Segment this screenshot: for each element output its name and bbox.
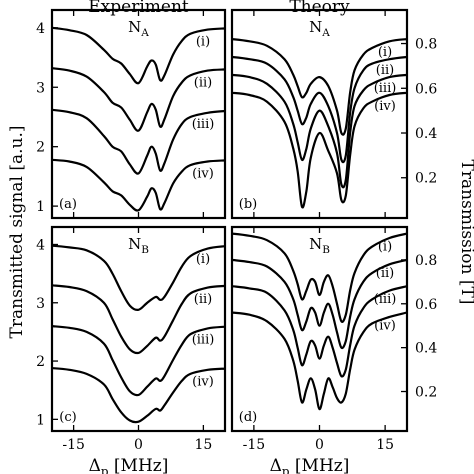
panel-b-ytick-label: 0.6 [415, 81, 437, 97]
panel-d-series-1-line [231, 232, 408, 323]
panel-a-series-2-line [51, 67, 226, 132]
ylabel-right: Transmission [T] [457, 160, 474, 305]
panel-d-xtick-label: -15 [243, 437, 266, 453]
panel-c-series-4-label: (iv) [192, 375, 214, 390]
panel-a-series-4-label: (iv) [192, 166, 214, 181]
panel-a-series-3-label: (iii) [192, 117, 215, 132]
panel-d-ytick-label: 0.4 [415, 341, 437, 357]
panel-b-series-2-label: (ii) [376, 63, 394, 78]
panel-d-ytick-label: 0.6 [415, 297, 437, 313]
panel-a-series-1-line [51, 26, 226, 85]
panel-b-series-3-line [231, 73, 408, 189]
panel-d-series-2-line [231, 258, 408, 350]
panel-d-xlabel: Δp [MHz] [270, 456, 350, 474]
panel-a-n-label: NA [128, 18, 149, 39]
panel-d-xtick-label: 0 [315, 437, 324, 453]
panel-b-n-label: NA [309, 18, 330, 39]
panel-d-series-3-line [231, 285, 408, 378]
panel-d-xtick-label: 15 [376, 437, 394, 453]
panel-a-ytick-label: 3 [36, 80, 45, 96]
panel-b-series-4-label: (iv) [374, 99, 396, 114]
panel-b-series-1-line [231, 38, 408, 136]
panel-d-series-4-label: (iv) [374, 319, 396, 334]
panel-c-series-3-line [51, 325, 226, 397]
panel-a-ytick-label: 2 [36, 140, 45, 156]
panel-b-title: Theory [289, 0, 350, 17]
panel-c-ytick-label: 1 [36, 412, 45, 428]
panel-b-ytick-label: 0.2 [415, 171, 437, 187]
panel-d-series-4-line [231, 311, 408, 411]
panel-b-ytick-label: 0.8 [415, 37, 437, 53]
panel-d-series-3-label: (iii) [374, 292, 397, 307]
panel-c-series-2-label: (ii) [194, 292, 212, 307]
panel-d-ytick-label: 0.2 [415, 385, 437, 401]
panel-d-series-2-label: (ii) [376, 266, 394, 281]
panel-a-series-2-label: (ii) [194, 75, 212, 90]
panel-c-series-1-label: (i) [196, 252, 210, 267]
panel-c-n-label: NB [128, 235, 149, 256]
panel-b-letter: (b) [239, 197, 257, 212]
panel-c-xlabel: Δp [MHz] [89, 456, 169, 474]
panel-a-title: Experiment [88, 0, 189, 17]
panel-a-ytick-label: 4 [36, 21, 45, 37]
panel-d-letter: (d) [239, 410, 257, 425]
panel-d-ytick-label: 0.8 [415, 253, 437, 269]
panel-c-series-4-line [51, 367, 226, 424]
panel-c-series-2-line [51, 284, 226, 355]
panel-a-ytick-label: 1 [36, 199, 45, 215]
panel-b-series-4-line [231, 91, 408, 209]
panel-a-letter: (a) [59, 197, 77, 212]
panel-c-letter: (c) [59, 410, 76, 425]
panel-c-series-1-line [51, 244, 226, 311]
panel-c-ytick-label: 3 [36, 296, 45, 312]
panel-d-series-1-label: (i) [378, 240, 392, 255]
panel-c-ytick-label: 2 [36, 354, 45, 370]
panel-c-xtick-label: -15 [62, 437, 85, 453]
panel-c-xtick-label: 0 [134, 437, 143, 453]
panel-b-ytick-label: 0.4 [415, 126, 437, 142]
ylabel-left: Transmitted signal [a.u.] [7, 126, 27, 339]
panel-b-series-3-label: (iii) [374, 81, 397, 96]
panel-b-series-1-label: (i) [378, 45, 392, 60]
panel-b-series-2-line [231, 55, 408, 164]
panel-c-series-3-label: (iii) [192, 333, 215, 348]
panel-a-series-3-line [51, 108, 226, 175]
panel-c-xtick-label: 15 [194, 437, 212, 453]
panel-a-series-1-label: (i) [196, 34, 210, 49]
panel-b-frame [230, 8, 409, 220]
panel-d-n-label: NB [309, 235, 330, 256]
panel-a-series-4-line [51, 158, 226, 212]
panel-c-ytick-label: 4 [36, 237, 45, 253]
